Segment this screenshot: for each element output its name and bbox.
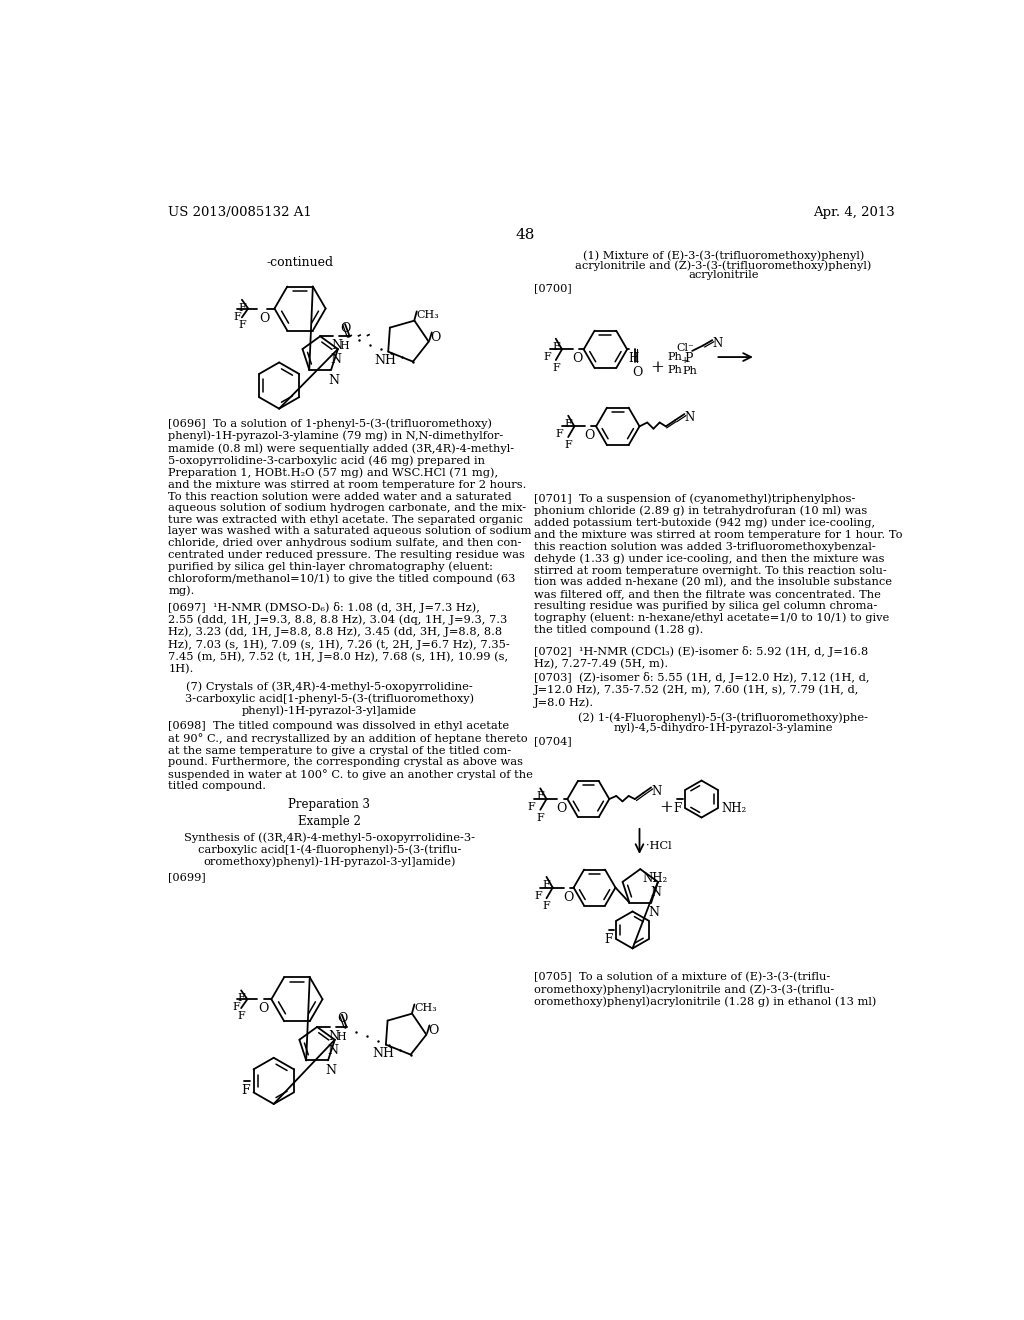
Text: F: F <box>537 813 544 822</box>
Text: [0704]: [0704] <box>535 737 571 746</box>
Text: F: F <box>238 994 245 1003</box>
Text: [0703]  (Z)-isomer δ: 5.55 (1H, d, J=12.0 Hz), 7.12 (1H, d,
J=12.0 Hz), 7.35-7.5: [0703] (Z)-isomer δ: 5.55 (1H, d, J=12.0… <box>535 672 869 708</box>
Text: Synthesis of ((3R,4R)-4-methyl-5-oxopyrrolidine-3-
carboxylic acid[1-(4-fluoroph: Synthesis of ((3R,4R)-4-methyl-5-oxopyrr… <box>184 832 475 867</box>
Text: F: F <box>528 803 536 812</box>
Text: F: F <box>238 1011 245 1022</box>
Text: F: F <box>241 1084 250 1097</box>
Text: F: F <box>544 352 551 363</box>
Text: +: + <box>659 799 674 816</box>
Text: N: N <box>328 374 339 387</box>
Text: F: F <box>238 302 246 313</box>
Text: O: O <box>260 312 270 325</box>
Text: NH₂: NH₂ <box>643 873 668 886</box>
Text: O: O <box>428 1024 438 1038</box>
Text: F: F <box>233 312 241 322</box>
Text: N: N <box>329 1030 340 1043</box>
Text: N: N <box>327 1044 338 1056</box>
Text: acrylonitrile and (Z)-3-(3-(trifluoromethoxy)phenyl): acrylonitrile and (Z)-3-(3-(trifluoromet… <box>575 260 871 271</box>
Text: H: H <box>629 352 639 366</box>
Text: F: F <box>543 902 550 911</box>
Text: [0699]: [0699] <box>168 873 206 882</box>
Text: Apr. 4, 2013: Apr. 4, 2013 <box>813 206 895 219</box>
Text: N: N <box>650 886 662 899</box>
Text: CH₃: CH₃ <box>417 310 439 319</box>
Text: O: O <box>337 1012 347 1026</box>
Text: ·HCl: ·HCl <box>646 841 672 851</box>
Text: US 2013/0085132 A1: US 2013/0085132 A1 <box>168 206 312 219</box>
Text: F: F <box>543 880 550 890</box>
Text: N: N <box>684 411 694 424</box>
Text: N: N <box>330 352 341 366</box>
Text: [0705]  To a solution of a mixture of (E)-3-(3-(triflu-
oromethoxy)phenyl)acrylo: [0705] To a solution of a mixture of (E)… <box>535 973 877 1007</box>
Text: [0702]  ¹H-NMR (CDCl₃) (E)-isomer δ: 5.92 (1H, d, J=16.8
Hz), 7.27-7.49 (5H, m).: [0702] ¹H-NMR (CDCl₃) (E)-isomer δ: 5.92… <box>535 645 868 669</box>
Text: F: F <box>552 342 560 351</box>
Text: (2) 1-(4-Fluorophenyl)-5-(3-(trifluoromethoxy)phe-: (2) 1-(4-Fluorophenyl)-5-(3-(trifluorome… <box>579 711 868 722</box>
Text: N: N <box>332 339 343 352</box>
Text: F: F <box>674 803 682 816</box>
Text: [0696]  To a solution of 1-phenyl-5-(3-(trifluoromethoxy)
phenyl)-1H-pyrazol-3-y: [0696] To a solution of 1-phenyl-5-(3-(t… <box>168 418 531 597</box>
Text: NH: NH <box>372 1047 394 1060</box>
Text: F: F <box>564 418 572 429</box>
Text: NH₂: NH₂ <box>722 803 746 816</box>
Text: N: N <box>713 337 723 350</box>
Text: +: + <box>681 356 689 366</box>
Text: (7) Crystals of (3R,4R)-4-methyl-5-oxopyrrolidine-
3-carboxylic acid[1-phenyl-5-: (7) Crystals of (3R,4R)-4-methyl-5-oxopy… <box>185 681 474 717</box>
Text: O: O <box>557 803 567 816</box>
Text: N: N <box>651 785 662 799</box>
Text: O: O <box>340 322 351 335</box>
Text: Ph: Ph <box>683 367 697 376</box>
Text: -continued: -continued <box>266 256 334 269</box>
Text: F: F <box>238 321 246 330</box>
Text: Preparation 3: Preparation 3 <box>289 799 371 812</box>
Text: N: N <box>648 907 659 920</box>
Text: F: F <box>232 1002 241 1012</box>
Text: NH: NH <box>374 354 396 367</box>
Text: O: O <box>258 1002 268 1015</box>
Text: F: F <box>564 440 572 450</box>
Text: F: F <box>556 429 563 440</box>
Text: F: F <box>535 891 542 900</box>
Text: nyl)-4,5-dihydro-1H-pyrazol-3-ylamine: nyl)-4,5-dihydro-1H-pyrazol-3-ylamine <box>613 722 833 733</box>
Text: 48: 48 <box>515 227 535 242</box>
Text: [0701]  To a suspension of (cyanomethyl)triphenylphos-
phonium chloride (2.89 g): [0701] To a suspension of (cyanomethyl)t… <box>535 494 902 635</box>
Text: O: O <box>563 891 573 904</box>
Text: F: F <box>604 933 613 946</box>
Text: [0697]  ¹H-NMR (DMSO-D₆) δ: 1.08 (d, 3H, J=7.3 Hz),
2.55 (ddd, 1H, J=9.3, 8.8, 8: [0697] ¹H-NMR (DMSO-D₆) δ: 1.08 (d, 3H, … <box>168 602 510 675</box>
Text: O: O <box>430 331 440 345</box>
Text: N: N <box>325 1064 336 1077</box>
Text: F: F <box>537 792 544 801</box>
Text: H: H <box>337 1032 346 1041</box>
Text: P: P <box>684 352 693 366</box>
Text: (1) Mixture of (E)-3-(3-(trifluoromethoxy)phenyl): (1) Mixture of (E)-3-(3-(trifluoromethox… <box>583 251 864 261</box>
Text: O: O <box>585 429 595 442</box>
Text: [0698]  The titled compound was dissolved in ethyl acetate
at 90° C., and recrys: [0698] The titled compound was dissolved… <box>168 721 534 792</box>
Text: F: F <box>552 363 560 374</box>
Text: O: O <box>633 367 643 379</box>
Text: CH₃: CH₃ <box>415 1003 437 1012</box>
Text: Ph: Ph <box>668 364 682 375</box>
Text: Cl⁻: Cl⁻ <box>677 343 694 354</box>
Text: O: O <box>572 352 583 366</box>
Text: Example 2: Example 2 <box>298 816 360 828</box>
Text: H: H <box>340 341 349 351</box>
Text: [0700]: [0700] <box>535 284 571 293</box>
Text: Ph: Ph <box>668 352 682 363</box>
Text: +: + <box>650 359 665 376</box>
Text: acrylonitrile: acrylonitrile <box>688 271 759 280</box>
